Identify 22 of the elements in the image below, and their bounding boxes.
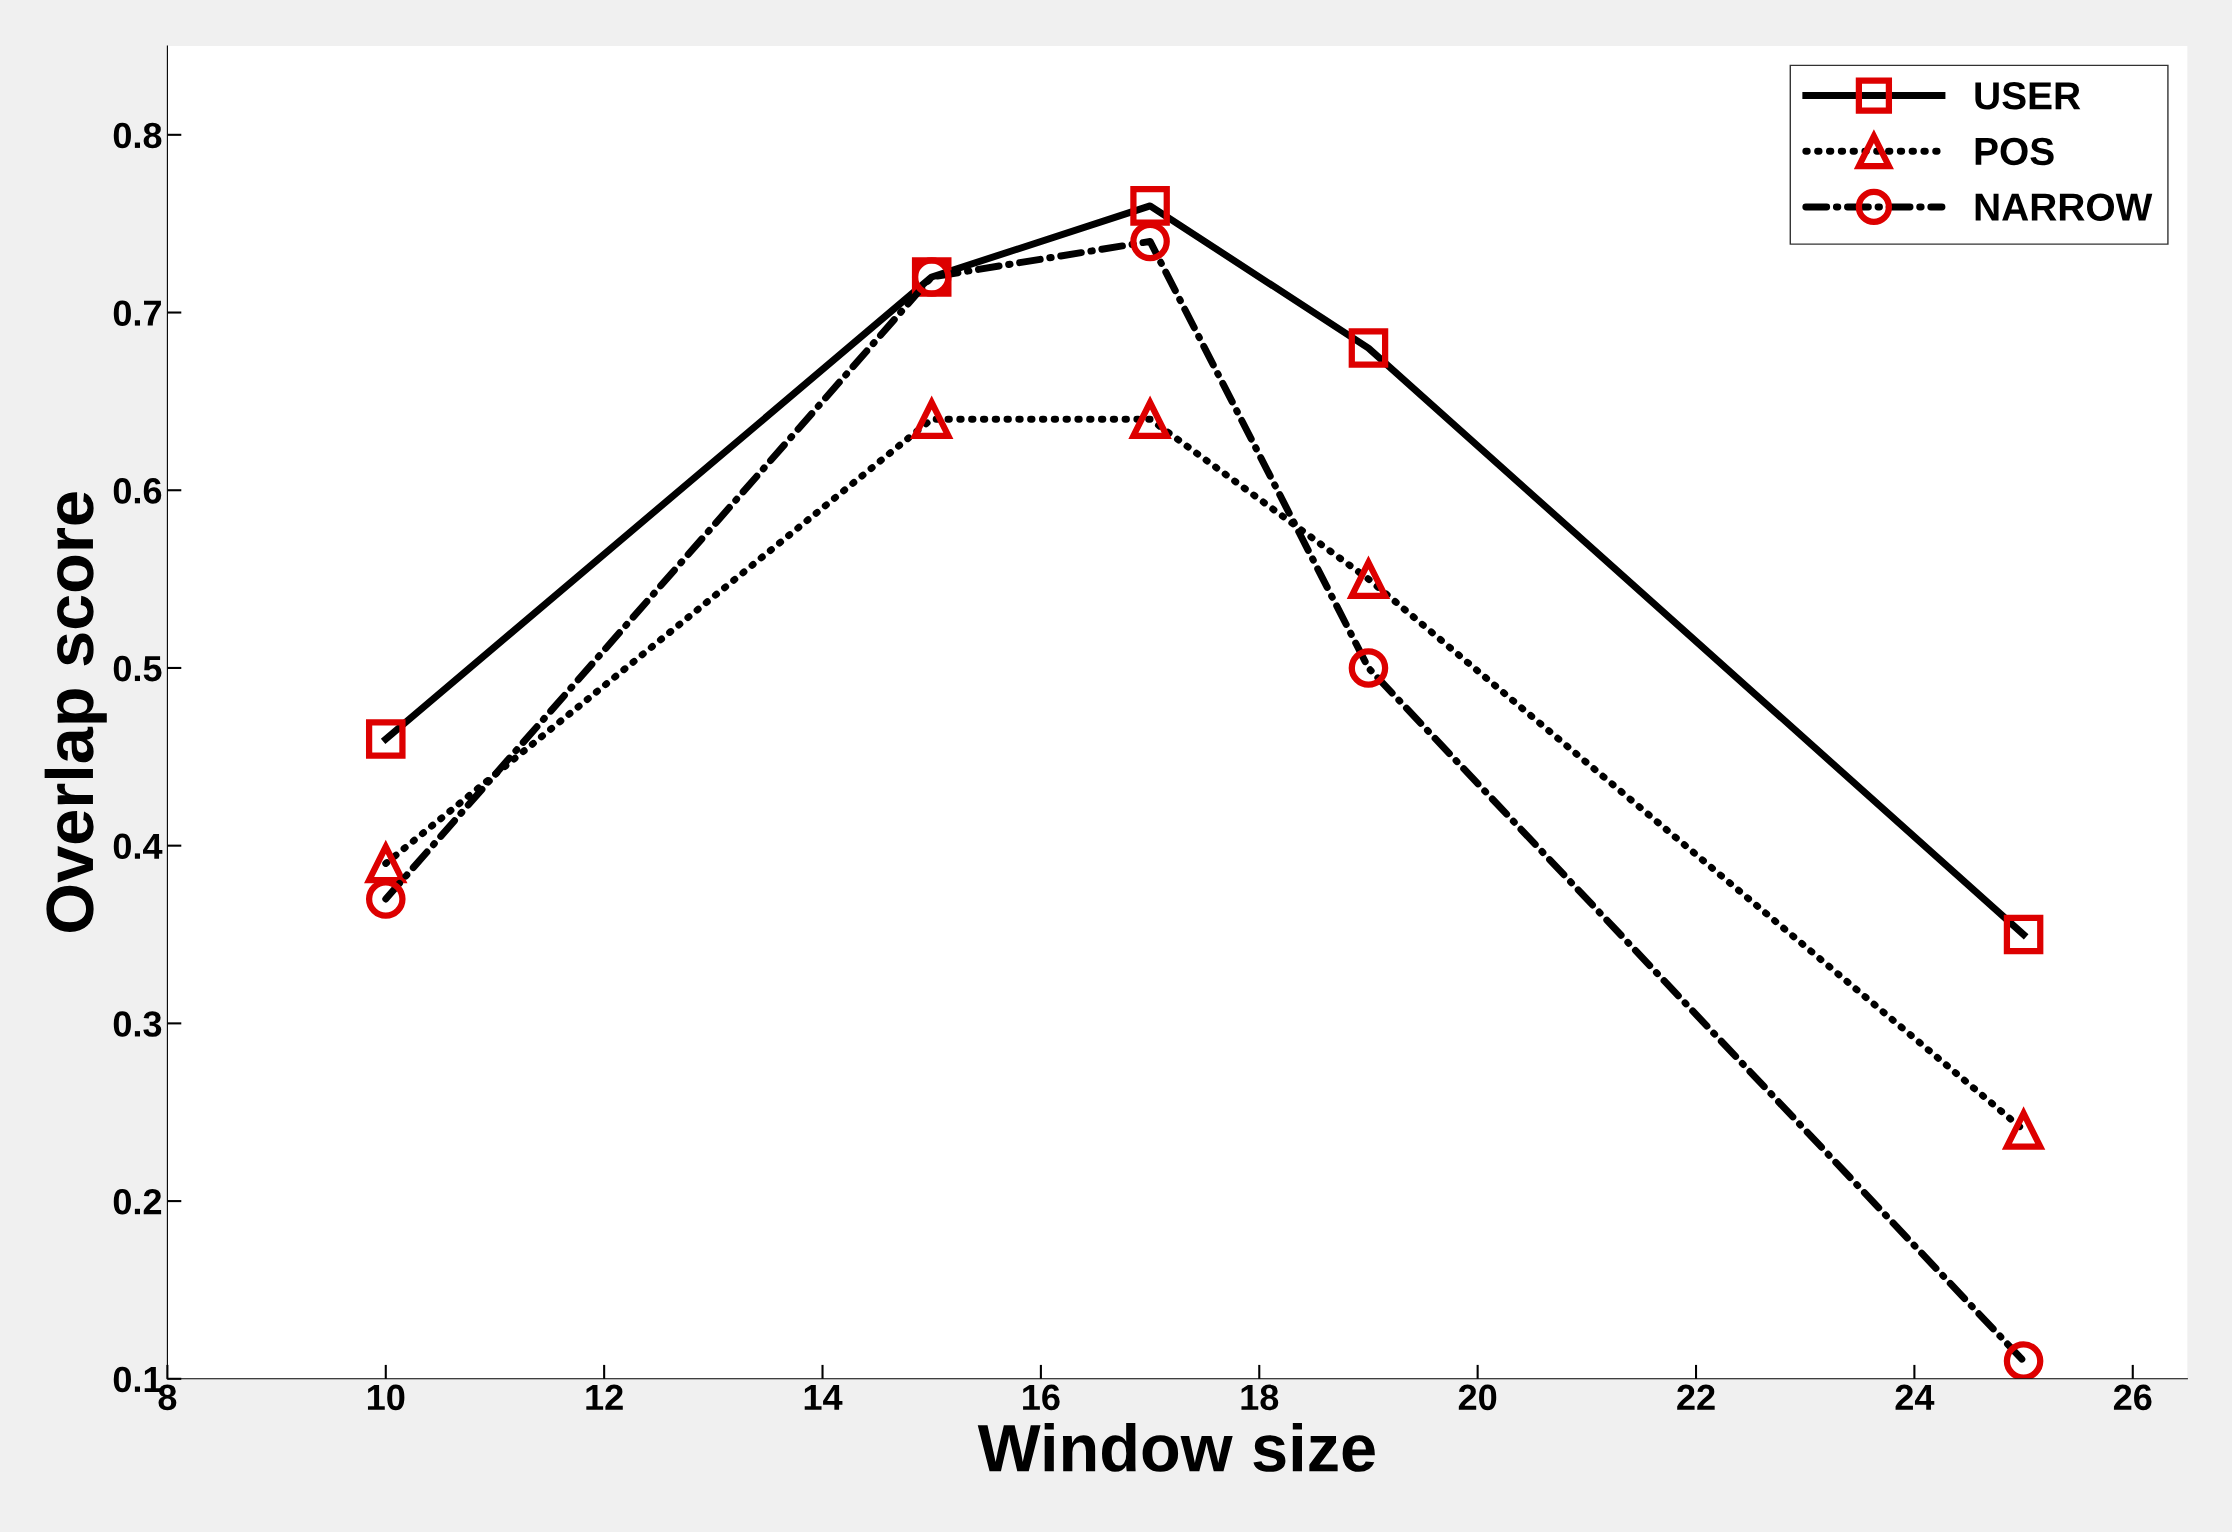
legend-label: NARROW bbox=[1975, 193, 2153, 221]
x-tick-label: 18 bbox=[1241, 1384, 1279, 1411]
y-tick-label: 0.4 bbox=[113, 833, 163, 860]
y-tick-label: 0.5 bbox=[113, 655, 162, 682]
x-tick-label: 12 bbox=[586, 1384, 623, 1410]
x-tick-label: 16 bbox=[1023, 1384, 1060, 1411]
y-axis-title: Overlap score bbox=[44, 492, 107, 932]
x-tick-label: 22 bbox=[1677, 1384, 1715, 1410]
y-tick-label: 0.6 bbox=[113, 478, 162, 504]
x-tick-label: 24 bbox=[1895, 1384, 1935, 1410]
y-tick-label: 0.8 bbox=[113, 122, 162, 149]
x-tick-label: 26 bbox=[2113, 1384, 2152, 1411]
x-tick-label: 14 bbox=[804, 1384, 843, 1410]
x-tick-label: 20 bbox=[1458, 1384, 1497, 1411]
x-axis-title: Window size bbox=[977, 1422, 1375, 1472]
legend-label: POS bbox=[1975, 137, 2054, 166]
y-tick-label: 0.3 bbox=[113, 1011, 162, 1037]
y-tick-label: 0.2 bbox=[113, 1188, 162, 1215]
x-tick-label: 10 bbox=[367, 1384, 405, 1411]
y-tick-label: 0.7 bbox=[113, 300, 161, 326]
x-tick-label: 8 bbox=[158, 1384, 177, 1411]
legend-label: USER bbox=[1975, 81, 2081, 110]
